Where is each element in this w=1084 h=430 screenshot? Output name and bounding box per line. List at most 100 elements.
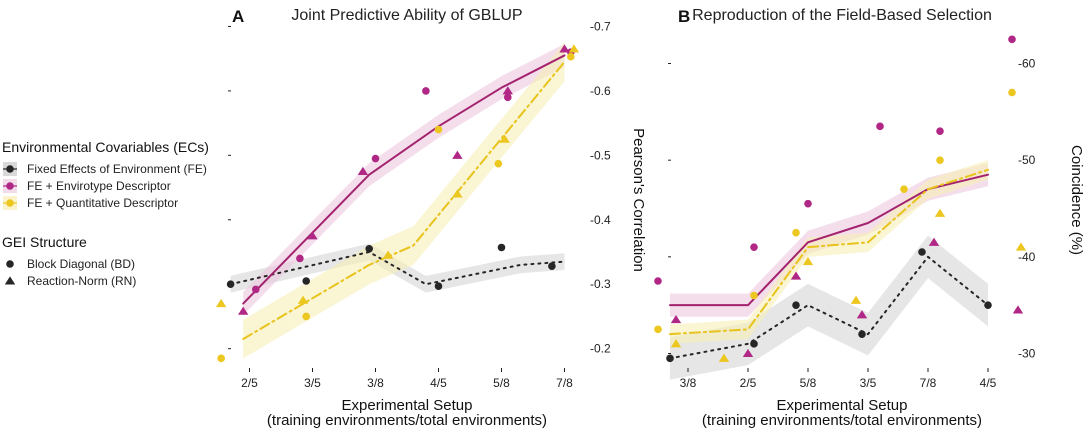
panel-a-point-triangle [382, 250, 394, 259]
panel-a-xtick-label: 3/5 [304, 376, 321, 390]
panel-b-point-triangle [850, 295, 862, 304]
panel-b-ytick-label: -40 [1018, 250, 1036, 264]
panel-a-ytick-label: -0.6 [590, 84, 611, 98]
panel-b-xlabel: Experimental Setup [777, 397, 908, 414]
panel-a-xlabel-sub: (training environments/total environment… [267, 412, 547, 429]
panel-a-point-circle [422, 87, 430, 95]
panel-b-point-triangle [718, 353, 730, 362]
panel-b-point-circle [654, 277, 662, 285]
panel-b-point-circle [936, 127, 944, 135]
panel-a-ytick-label: -0.3 [590, 277, 611, 291]
panel-a-point-triangle [568, 44, 580, 53]
panel-a-point-circle [371, 154, 380, 163]
panel-b-xtick-label: 5/8 [800, 376, 817, 390]
panel-a-ytick-label: -0.2 [590, 342, 611, 356]
panel-b-point-triangle [742, 348, 754, 358]
legend-gei-label: Reaction-Norm (RN) [27, 274, 136, 288]
panel-a-point-triangle [307, 231, 318, 240]
panel-b-point-circle [858, 330, 866, 338]
legend-swatch-point [6, 182, 14, 190]
panel-a-point-triangle [559, 44, 570, 53]
panel-a-point-circle [302, 277, 311, 285]
panel-b-xtick-label: 3/8 [680, 376, 697, 390]
panel-b-point-circle [876, 122, 884, 131]
panel-b-letter: B [678, 7, 690, 26]
panel-a-point-triangle [502, 86, 513, 95]
panel-b-point-circle [792, 301, 800, 309]
panel-b-ytick-label: -30 [1018, 347, 1036, 361]
legend-circle-icon [6, 260, 14, 268]
panel-b-point-triangle [802, 256, 814, 266]
panel-a-point-triangle [297, 295, 309, 304]
panel-a-letter: A [232, 7, 244, 26]
panel-b-point-circle [1008, 35, 1016, 44]
panel-b-xtick-label: 4/5 [980, 376, 997, 390]
panel-b-point-triangle [1012, 305, 1024, 314]
panel-b-point-circle [750, 243, 758, 251]
panel-a-point-circle [497, 243, 506, 252]
legend-ecs-label: FE + Quantitative Descriptor [27, 196, 178, 210]
panel-a-point-triangle [499, 134, 510, 143]
panel-b-xtick-label: 2/5 [740, 376, 757, 390]
panel-b-xtick-label: 7/8 [920, 376, 937, 390]
panel-a-point-circle [567, 52, 575, 61]
panel-a-point-triangle [238, 306, 249, 315]
panel-b-ytick-label: -50 [1018, 153, 1036, 167]
panel-b-point-triangle [670, 314, 682, 324]
panel-a-band-2 [243, 42, 565, 359]
panel-b-title: Reproduction of the Field-Based Selectio… [692, 7, 992, 24]
legend-swatch-point [6, 199, 14, 207]
panel-b-series-line-2 [669, 168, 989, 336]
panel-a-point-triangle [357, 166, 369, 175]
panel-b-point-circle [654, 325, 662, 334]
panel-b-series-line-0 [669, 255, 989, 360]
panel-a-ylabel: Pearson's Correlation [630, 128, 647, 272]
panel-b-ytick-label: -60 [1018, 57, 1036, 71]
panel-b-point-triangle [790, 271, 802, 280]
panel-b-point-circle [900, 185, 908, 193]
panel-a-point-circle [548, 262, 556, 270]
panel-a-ytick-label: -0.5 [590, 148, 611, 162]
panel-b-point-circle [918, 248, 926, 256]
panel-b-point-circle [984, 301, 992, 309]
panel-a: A Joint Predictive Ability of GBLUP -0.2… [215, 7, 647, 429]
panel-a-point-circle [365, 244, 374, 253]
panel-a-xtick-label: 2/5 [241, 376, 258, 390]
panel-a-point-triangle [215, 298, 227, 308]
panel-a-xtick-label: 4/5 [430, 376, 447, 390]
panel-b: B Reproduction of the Field-Based Select… [654, 7, 1084, 429]
panel-a-point-circle [296, 254, 304, 263]
legend-ecs-label: Fixed Effects of Environment (FE) [27, 162, 207, 176]
panel-b-point-triangle [928, 237, 940, 246]
panel-b-xtick-label: 3/5 [860, 376, 877, 390]
legend-ecs-label: FE + Envirotype Descriptor [27, 179, 171, 193]
panel-a-point-circle [434, 282, 443, 290]
panel-b-point-circle [666, 354, 674, 363]
panel-b-xlabel-sub: (training environments/total environment… [702, 412, 982, 429]
panel-b-point-triangle [934, 208, 946, 217]
panel-a-ytick-label: -0.7 [590, 19, 611, 33]
panel-a-point-circle [252, 285, 260, 294]
panel-b-ylabel: Coincidence (%) [1068, 145, 1084, 255]
panel-b-point-triangle [670, 339, 682, 348]
panel-b-point-circle [936, 156, 944, 164]
panel-b-point-triangle [1015, 242, 1027, 251]
panel-a-point-circle [302, 312, 311, 321]
panel-a-point-triangle [452, 189, 463, 198]
panel-a-point-circle [217, 354, 225, 363]
panel-a-xtick-label: 3/8 [367, 376, 384, 390]
panel-b-point-circle [750, 291, 758, 300]
panel-a-point-circle [434, 125, 443, 134]
panel-b-point-circle [1008, 88, 1016, 97]
panel-a-xlabel: Experimental Setup [342, 397, 473, 414]
legend-swatch-point [6, 165, 14, 173]
panel-a-point-triangle [452, 150, 463, 159]
panel-a-ytick-label: -0.4 [590, 213, 611, 227]
panel-b-point-triangle [856, 310, 868, 319]
panel-b-point-circle [804, 199, 812, 208]
panel-a-xtick-label: 7/8 [556, 376, 573, 390]
panel-b-band-0 [670, 235, 988, 380]
panel-a-point-circle [494, 159, 503, 168]
legend-title-gei: GEI Structure [2, 234, 87, 250]
